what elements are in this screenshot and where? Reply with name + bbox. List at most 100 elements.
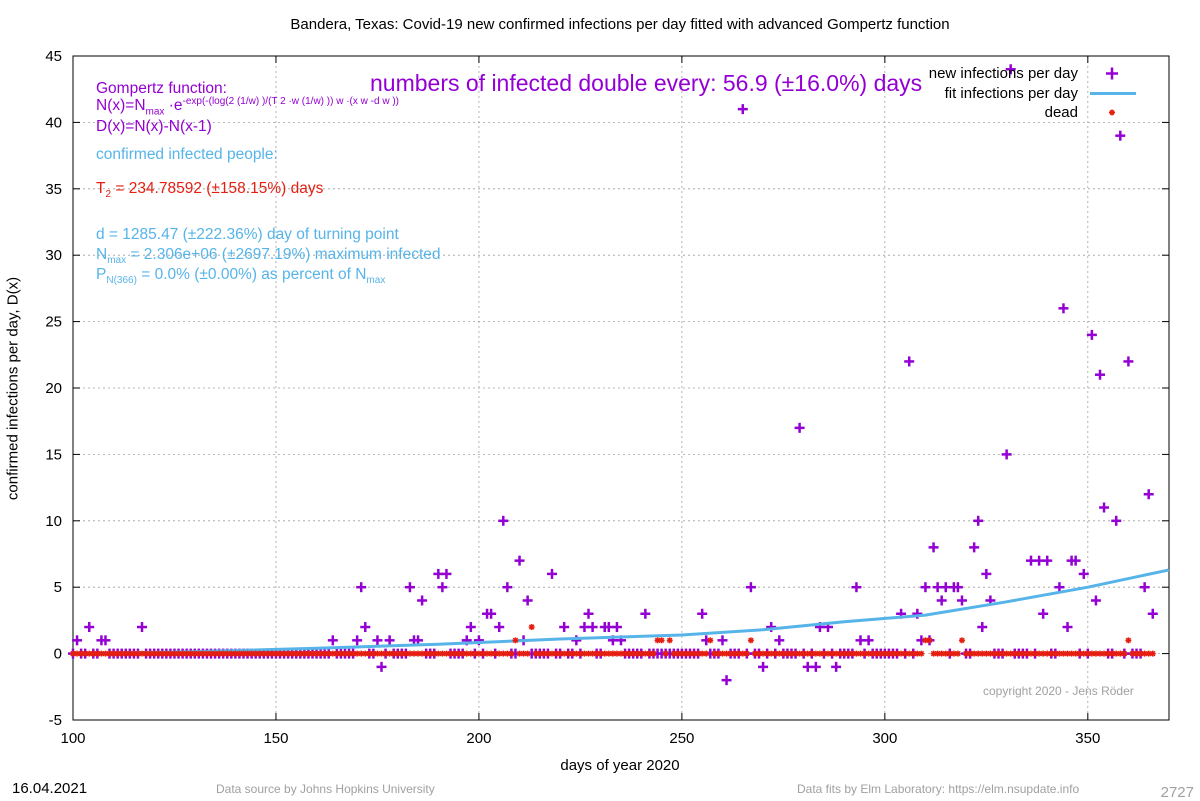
dead-point xyxy=(439,650,446,657)
infection-point xyxy=(1001,449,1012,460)
infection-point xyxy=(514,555,525,566)
infection-point xyxy=(1058,303,1069,314)
dead-point xyxy=(630,650,637,657)
dead-point xyxy=(305,650,312,657)
dead-point xyxy=(780,650,787,657)
dead-point xyxy=(776,650,783,657)
infection-point xyxy=(721,675,732,686)
dead-point xyxy=(581,650,588,657)
infection-point xyxy=(831,661,842,672)
dead-point xyxy=(605,650,612,657)
data-source-text: Data source by Johns Hopkins University xyxy=(216,782,435,796)
dead-point xyxy=(674,650,681,657)
y-tick-label: 15 xyxy=(45,446,62,463)
infection-point xyxy=(1062,622,1073,633)
counter-text: 2727 xyxy=(1160,784,1194,801)
dead-point xyxy=(1032,650,1039,657)
dead-point xyxy=(687,650,694,657)
chart-marks xyxy=(68,64,1170,686)
infection-point xyxy=(697,608,708,619)
dead-point xyxy=(455,650,462,657)
dead-point xyxy=(865,650,872,657)
percent-line: PN(366) = 0.0% (±0.00%) as percent of Nm… xyxy=(96,266,386,287)
x-tick-label: 350 xyxy=(1075,730,1100,747)
y-tick-label: 0 xyxy=(54,646,62,663)
dead-point xyxy=(565,650,572,657)
dead-point xyxy=(589,650,596,657)
dead-point xyxy=(934,650,941,657)
infection-point xyxy=(376,661,387,672)
legend-label-dead: dead xyxy=(1044,104,1078,121)
infection-point xyxy=(522,595,533,606)
x-tick-label: 250 xyxy=(669,730,694,747)
infection-point xyxy=(936,595,947,606)
infection-point xyxy=(1078,568,1089,579)
infection-point xyxy=(774,635,785,646)
y-tick-label: 35 xyxy=(45,181,62,198)
infection-point xyxy=(1094,369,1105,380)
infection-point xyxy=(583,608,594,619)
dead-point xyxy=(82,650,89,657)
x-tick-label: 150 xyxy=(263,730,288,747)
chart-grid xyxy=(73,56,1169,720)
infection-point xyxy=(737,104,748,115)
dead-point xyxy=(528,624,535,631)
dead-point xyxy=(293,650,300,657)
infection-point xyxy=(973,515,984,526)
infection-point xyxy=(928,542,939,553)
infection-point xyxy=(851,582,862,593)
infection-point xyxy=(956,595,967,606)
dead-point xyxy=(374,650,381,657)
dead-point xyxy=(423,650,430,657)
legend-label-fit: fit infections per day xyxy=(944,84,1078,102)
dead-point xyxy=(735,650,742,657)
dead-point xyxy=(662,650,669,657)
infection-point xyxy=(969,542,980,553)
dead-point xyxy=(1149,650,1156,657)
legend-plus-marker xyxy=(1106,67,1118,80)
infection-point xyxy=(810,661,821,672)
infection-point xyxy=(952,582,963,593)
legend-item-new-infections: new infections per day xyxy=(929,64,1140,84)
dead-point xyxy=(816,650,823,657)
y-tick-label: 25 xyxy=(45,314,62,331)
infection-point xyxy=(920,582,931,593)
dead-point xyxy=(1105,650,1112,657)
dead-point xyxy=(1044,650,1051,657)
infection-point xyxy=(1143,489,1154,500)
infection-point xyxy=(100,635,111,646)
infection-point xyxy=(137,622,148,633)
dead-point xyxy=(524,650,531,657)
dead-point xyxy=(841,650,848,657)
dead-point xyxy=(613,650,620,657)
dead-point xyxy=(577,650,584,657)
dead-point xyxy=(512,637,519,644)
gompertz-formula: N(x)=Nmax ·e-exp(-(log(2 (1/w) )/(T 2 ·w… xyxy=(96,96,399,118)
dead-point xyxy=(845,650,852,657)
dead-point xyxy=(475,650,482,657)
dead-point xyxy=(1068,650,1075,657)
dead-point xyxy=(94,650,101,657)
copyright-text: copyright 2020 - Jens Röder xyxy=(983,684,1134,698)
infection-point xyxy=(1147,608,1158,619)
infection-point xyxy=(417,595,428,606)
infection-point xyxy=(546,568,557,579)
dead-point xyxy=(1117,650,1124,657)
infection-point xyxy=(1139,582,1150,593)
dead-point xyxy=(1145,650,1152,657)
dead-point xyxy=(658,637,665,644)
dead-point xyxy=(788,650,795,657)
dead-point xyxy=(508,650,515,657)
infection-point xyxy=(571,635,582,646)
infection-point xyxy=(1054,582,1065,593)
turning-point-line: d = 1285.47 (±222.36%) day of turning po… xyxy=(96,226,399,243)
dead-point xyxy=(666,637,673,644)
infection-point xyxy=(502,582,513,593)
infection-point xyxy=(441,568,452,579)
infection-point xyxy=(587,622,598,633)
infection-point xyxy=(465,622,476,633)
dead-point xyxy=(954,650,961,657)
dead-point xyxy=(825,650,832,657)
dead-point xyxy=(881,650,888,657)
